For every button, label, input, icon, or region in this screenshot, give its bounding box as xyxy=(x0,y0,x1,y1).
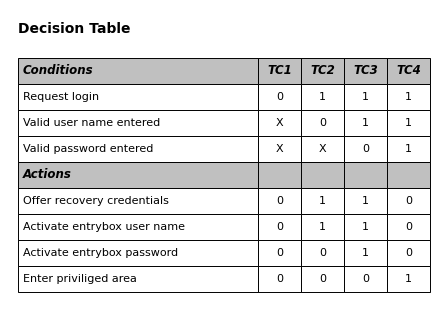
Text: 1: 1 xyxy=(361,196,368,206)
Text: 1: 1 xyxy=(361,118,368,128)
Text: TC4: TC4 xyxy=(395,64,420,77)
Text: 1: 1 xyxy=(404,92,411,102)
Bar xyxy=(300,136,343,162)
Text: 1: 1 xyxy=(361,222,368,232)
Text: 0: 0 xyxy=(404,248,411,258)
Bar xyxy=(300,214,343,240)
Text: 0: 0 xyxy=(275,92,283,102)
Text: 0: 0 xyxy=(275,274,283,284)
Bar xyxy=(257,84,300,110)
Bar xyxy=(386,58,429,84)
Text: X: X xyxy=(275,118,283,128)
Text: 0: 0 xyxy=(318,248,325,258)
Text: 1: 1 xyxy=(404,118,411,128)
Text: 1: 1 xyxy=(318,196,325,206)
Bar xyxy=(386,188,429,214)
Text: 0: 0 xyxy=(318,274,325,284)
Bar xyxy=(18,84,257,110)
Text: 0: 0 xyxy=(361,274,368,284)
Bar xyxy=(257,188,300,214)
Bar xyxy=(386,214,429,240)
Text: 1: 1 xyxy=(361,92,368,102)
Bar xyxy=(18,58,257,84)
Bar xyxy=(18,136,257,162)
Bar xyxy=(386,110,429,136)
Text: TC1: TC1 xyxy=(266,64,291,77)
Text: Conditions: Conditions xyxy=(23,64,93,77)
Bar xyxy=(343,240,386,266)
Bar xyxy=(300,110,343,136)
Text: Offer recovery credentials: Offer recovery credentials xyxy=(23,196,168,206)
Text: Actions: Actions xyxy=(23,169,72,182)
Bar xyxy=(343,110,386,136)
Bar xyxy=(300,162,343,188)
Text: X: X xyxy=(318,144,326,154)
Text: Decision Table: Decision Table xyxy=(18,22,130,36)
Bar xyxy=(343,84,386,110)
Bar xyxy=(386,266,429,292)
Bar xyxy=(386,136,429,162)
Text: TC2: TC2 xyxy=(309,64,334,77)
Bar xyxy=(300,188,343,214)
Text: 0: 0 xyxy=(404,196,411,206)
Text: 0: 0 xyxy=(361,144,368,154)
Bar xyxy=(257,214,300,240)
Bar xyxy=(18,110,257,136)
Bar xyxy=(18,266,257,292)
Bar xyxy=(257,110,300,136)
Bar xyxy=(343,58,386,84)
Text: Activate entrybox user name: Activate entrybox user name xyxy=(23,222,184,232)
Text: TC3: TC3 xyxy=(352,64,377,77)
Bar xyxy=(386,162,429,188)
Text: Enter priviliged area: Enter priviliged area xyxy=(23,274,137,284)
Bar xyxy=(343,162,386,188)
Text: Request login: Request login xyxy=(23,92,99,102)
Bar xyxy=(257,58,300,84)
Text: Valid password entered: Valid password entered xyxy=(23,144,153,154)
Text: 0: 0 xyxy=(318,118,325,128)
Text: Activate entrybox password: Activate entrybox password xyxy=(23,248,178,258)
Bar xyxy=(386,84,429,110)
Text: 0: 0 xyxy=(275,222,283,232)
Bar xyxy=(257,266,300,292)
Bar xyxy=(257,240,300,266)
Bar xyxy=(18,214,257,240)
Text: 0: 0 xyxy=(275,196,283,206)
Bar xyxy=(343,188,386,214)
Text: 1: 1 xyxy=(318,92,325,102)
Bar xyxy=(343,136,386,162)
Bar xyxy=(300,266,343,292)
Text: 0: 0 xyxy=(404,222,411,232)
Bar xyxy=(300,240,343,266)
Bar xyxy=(18,188,257,214)
Bar xyxy=(300,84,343,110)
Text: 1: 1 xyxy=(404,144,411,154)
Text: 1: 1 xyxy=(318,222,325,232)
Bar xyxy=(343,214,386,240)
Text: 1: 1 xyxy=(404,274,411,284)
Bar xyxy=(343,266,386,292)
Bar xyxy=(257,136,300,162)
Text: 0: 0 xyxy=(275,248,283,258)
Text: 1: 1 xyxy=(361,248,368,258)
Bar xyxy=(386,240,429,266)
Bar xyxy=(18,240,257,266)
Bar xyxy=(257,162,300,188)
Bar xyxy=(18,162,257,188)
Text: Valid user name entered: Valid user name entered xyxy=(23,118,160,128)
Bar xyxy=(300,58,343,84)
Text: X: X xyxy=(275,144,283,154)
